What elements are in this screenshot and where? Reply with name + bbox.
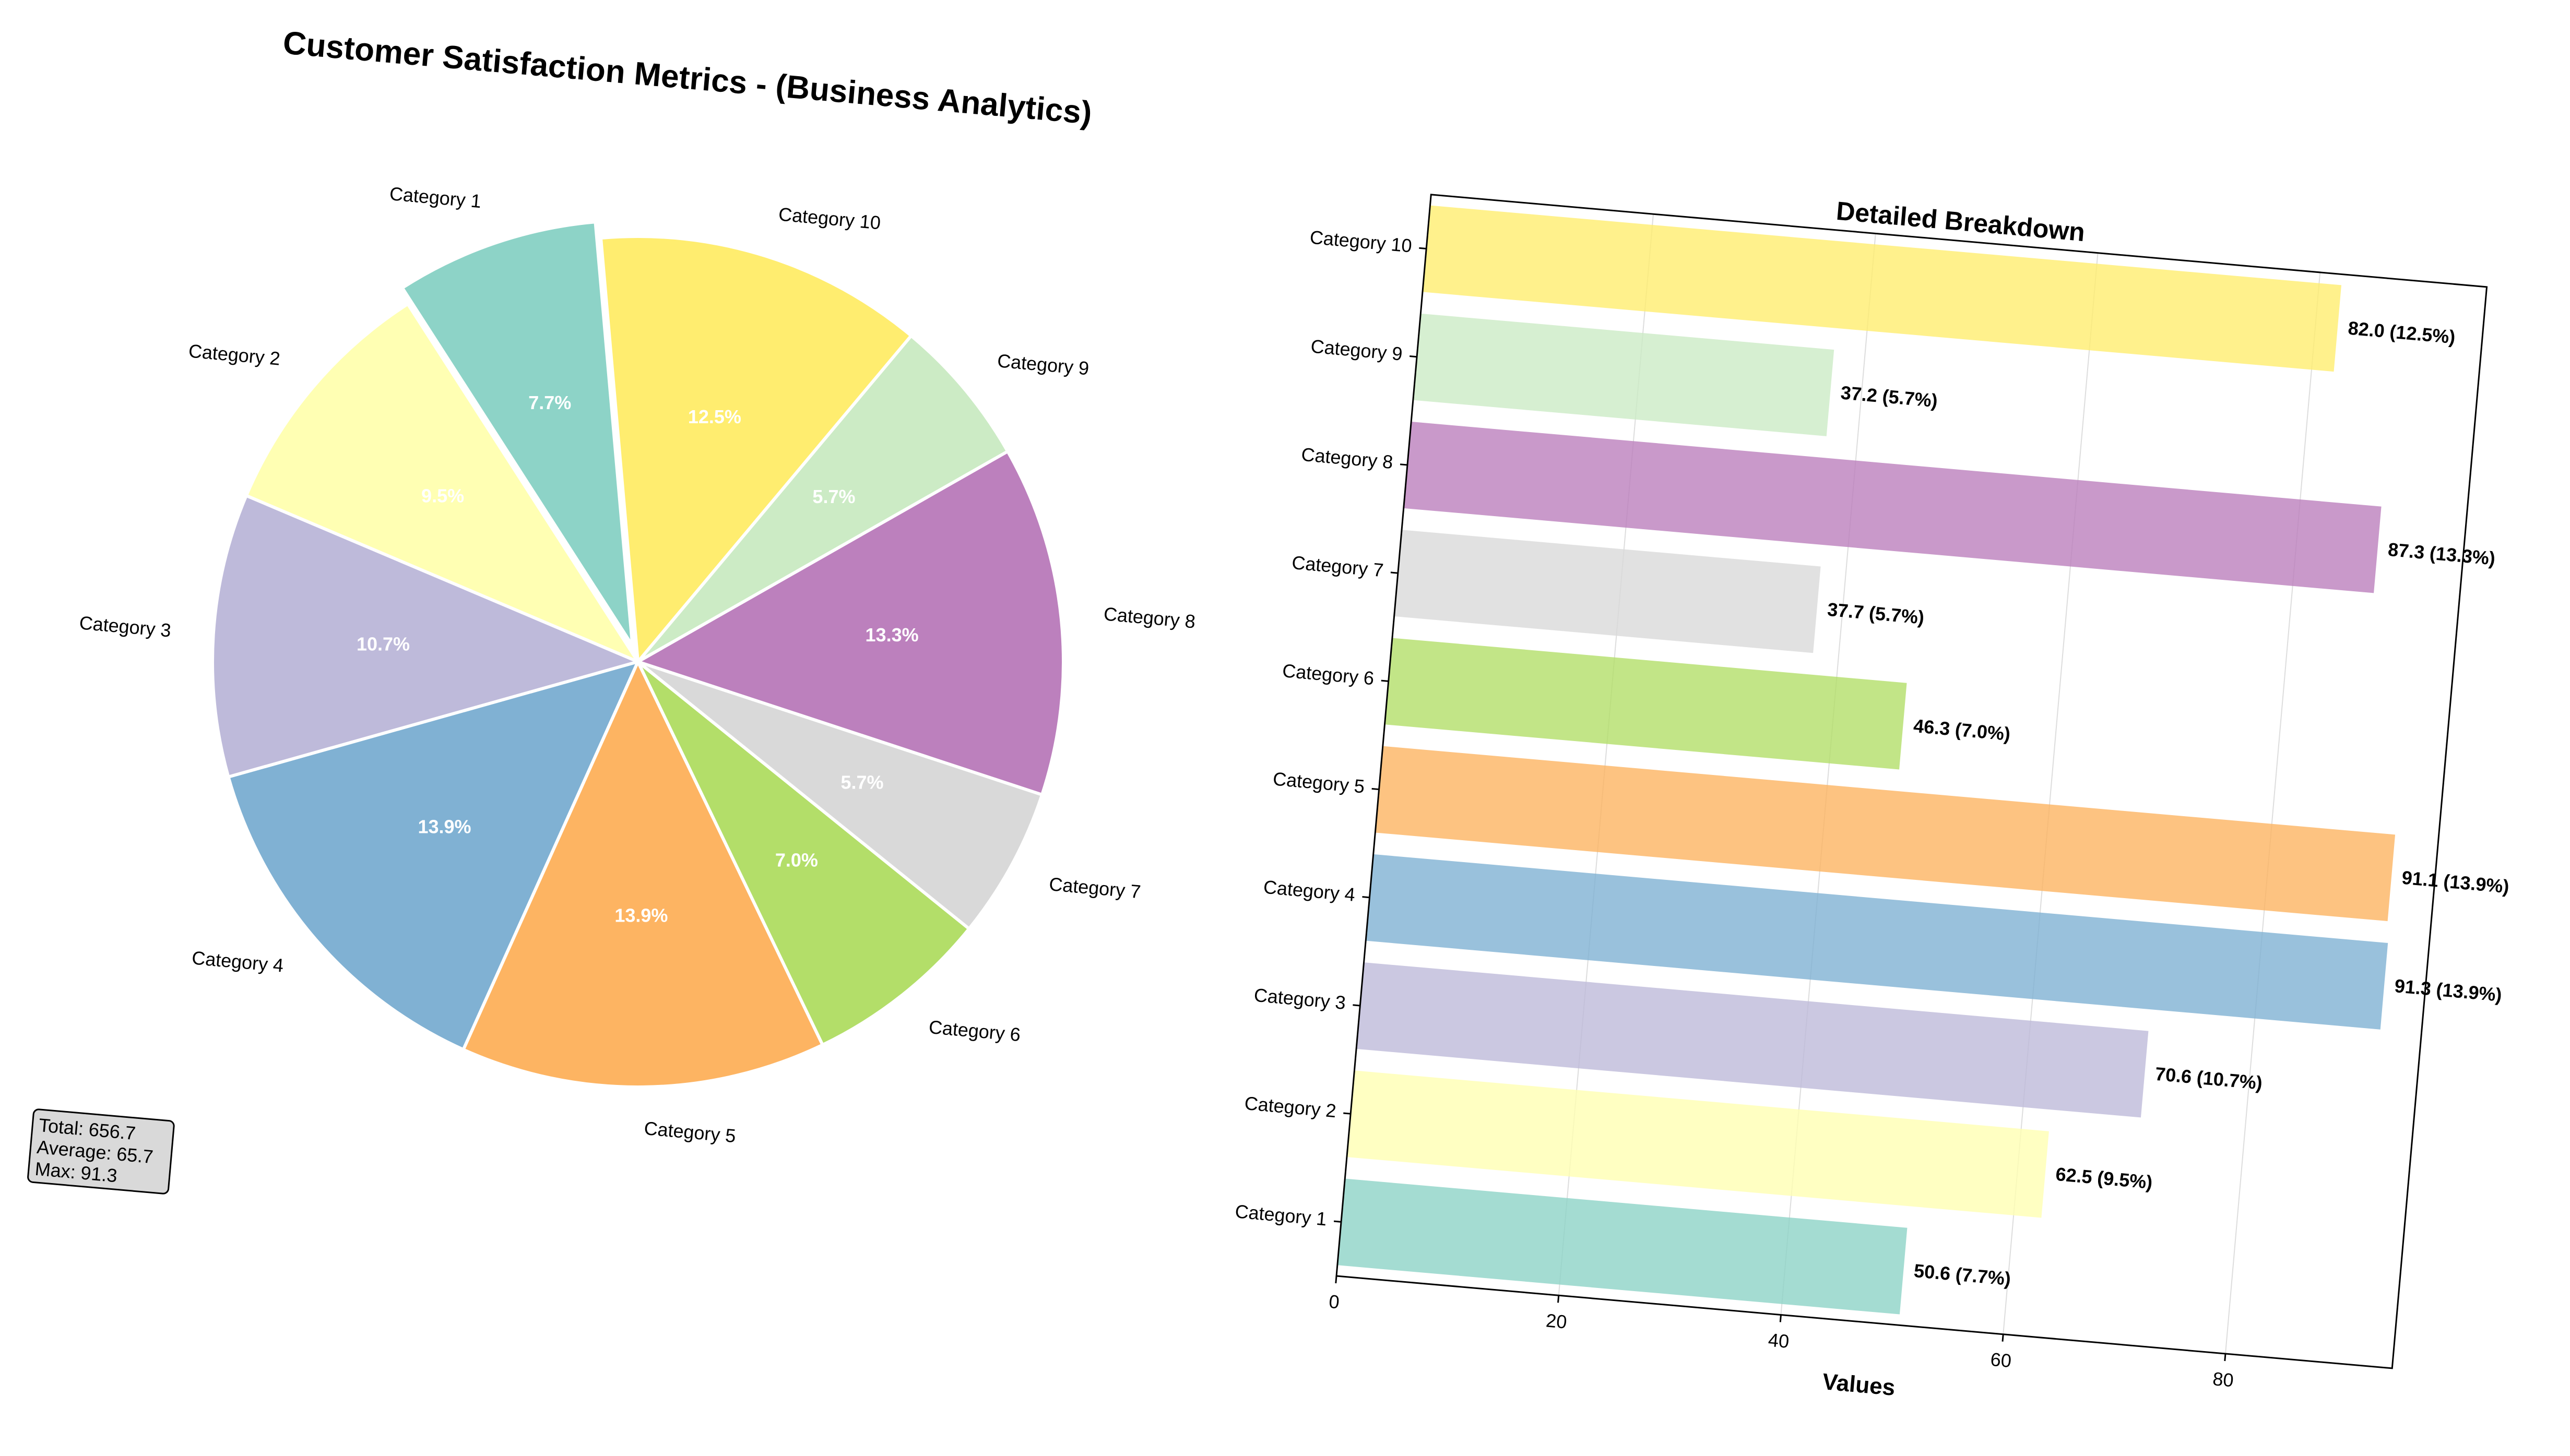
x-tick-label-40: 40 xyxy=(1767,1329,1790,1352)
pie-percent-category-10: 12.5% xyxy=(688,406,741,427)
bar-category-3 xyxy=(1356,962,2149,1118)
pie-percent-category-4: 13.9% xyxy=(418,816,471,838)
bar-axes-frame xyxy=(1335,194,2488,1369)
bar-category-8 xyxy=(1403,422,2382,593)
bar-x-ticks: 0 20 40 60 80 xyxy=(1328,1275,2234,1391)
y-tick-mark-category-8 xyxy=(1400,463,1408,466)
pie-slice-category-6 xyxy=(636,660,972,1047)
x-tick-mark-40 xyxy=(1779,1315,1782,1322)
bar-series xyxy=(1337,205,2396,1315)
x-tick-mark-20 xyxy=(1557,1295,1560,1303)
bar-category-1 xyxy=(1337,1178,1908,1315)
x-tick-label-60: 60 xyxy=(1989,1348,2012,1371)
pie-slice-category-7 xyxy=(637,660,1044,931)
x-tick-label-80: 80 xyxy=(2212,1368,2234,1391)
y-tick-mark-category-2 xyxy=(1343,1112,1351,1115)
pie-slice-category-2 xyxy=(244,302,642,665)
grid-line-x-80 xyxy=(2224,272,2321,1354)
pie-slice-category-5 xyxy=(461,658,825,1089)
y-tick-mark-category-9 xyxy=(1410,355,1417,358)
pie-slice-category-1 xyxy=(400,220,634,647)
bar-x-axis-label: Values xyxy=(1821,1369,1896,1401)
pie-percent-category-3: 10.7% xyxy=(357,634,410,655)
stats-box: Total: 656.7 Average: 65.7 Max: 91.3 xyxy=(27,1108,175,1195)
y-tick-mark-category-4 xyxy=(1362,896,1370,899)
pie-slice-category-4 xyxy=(226,659,641,1052)
pie-slice-category-10 xyxy=(599,235,914,666)
pie-percent-category-5: 13.9% xyxy=(614,904,668,926)
stats-box-background xyxy=(27,1108,175,1195)
pie-slice-category-9 xyxy=(636,333,1010,663)
pie-percent-category-8: 13.3% xyxy=(866,624,919,646)
pie-chart: Category 17.7%Category 29.5%Category 310… xyxy=(78,183,1196,1147)
bar-category-4 xyxy=(1366,854,2388,1030)
pie-percent-category-2: 9.5% xyxy=(421,485,464,506)
bar-category-7 xyxy=(1394,530,1821,653)
pie-slice-category-8 xyxy=(634,449,1065,797)
y-tick-mark-category-3 xyxy=(1353,1004,1360,1007)
y-tick-mark-category-1 xyxy=(1333,1220,1342,1223)
bar-category-5 xyxy=(1375,746,2396,922)
pie-percent-category-6: 7.0% xyxy=(775,850,818,871)
bar-category-10 xyxy=(1422,205,2342,372)
bar-category-9 xyxy=(1413,313,1834,436)
pie-percent-category-1: 7.7% xyxy=(528,392,571,413)
y-tick-mark-category-7 xyxy=(1390,571,1398,574)
pie-slice-category-3 xyxy=(211,493,643,779)
bar-category-6 xyxy=(1384,638,1907,770)
x-tick-label-20: 20 xyxy=(1545,1309,1568,1332)
x-tick-label-0: 0 xyxy=(1328,1291,1341,1313)
pie-percent-category-7: 5.7% xyxy=(840,771,883,793)
pie-percent-category-9: 5.7% xyxy=(812,486,855,507)
bar-category-2 xyxy=(1346,1070,2049,1218)
